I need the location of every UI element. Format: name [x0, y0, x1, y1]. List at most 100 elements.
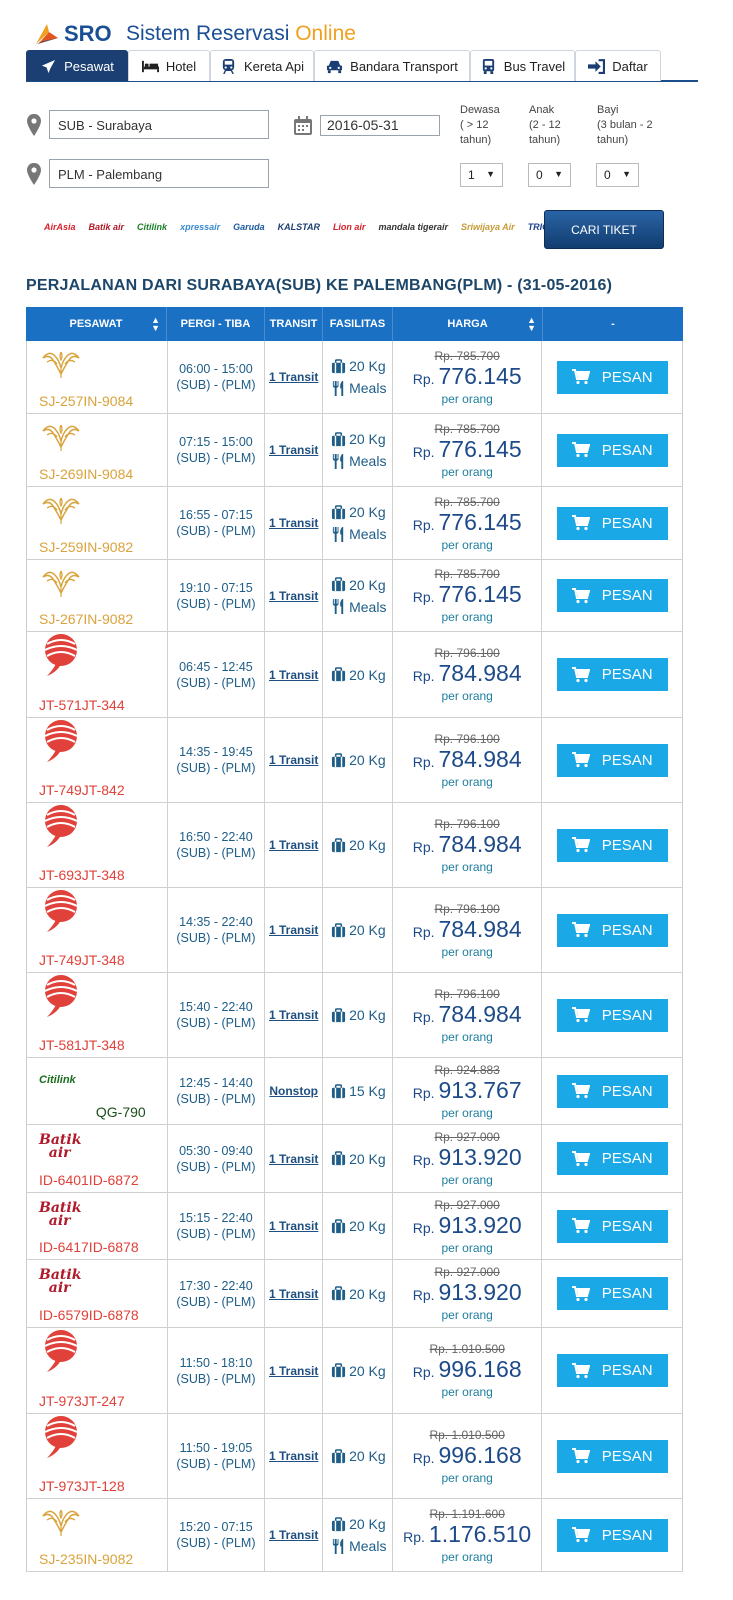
- transit-link[interactable]: 1 Transit: [269, 1363, 319, 1378]
- tab-bandara-transport[interactable]: Bandara Transport: [314, 50, 470, 81]
- chevron-down-icon: ▼: [554, 169, 563, 179]
- facilities-cell: 20 Kg: [323, 803, 393, 887]
- departure-arrival-time: 07:15 - 15:00: [179, 435, 253, 449]
- per-person-label: per orang: [441, 1029, 493, 1044]
- luggage-icon: [332, 358, 346, 373]
- price-cell: Rp. 796.100 Rp. 784.984 per orang: [393, 632, 543, 717]
- action-cell: PESAN: [542, 341, 682, 413]
- route-text: (SUB) - (PLM): [176, 1227, 256, 1241]
- discounted-price: Rp. 776.145: [412, 581, 522, 607]
- destination-input[interactable]: PLM - Palembang: [49, 159, 269, 188]
- airline-cell: JT-749JT-842: [27, 718, 168, 802]
- schedule-cell: 17:30 - 22:40 (SUB) - (PLM): [168, 1260, 266, 1327]
- airline-logo: AirAsia: [44, 222, 76, 232]
- tab-kereta-api[interactable]: Kereta Api: [210, 50, 314, 81]
- schedule-cell: 14:35 - 22:40 (SUB) - (PLM): [168, 888, 266, 972]
- luggage-icon: [332, 577, 346, 592]
- calendar-icon[interactable]: [293, 116, 313, 136]
- luggage-icon: [332, 1286, 346, 1301]
- pesan-button[interactable]: PESAN: [556, 1074, 668, 1108]
- flight-row: JT-749JT-348 14:35 - 22:40 (SUB) - (PLM) 1 …: [26, 888, 683, 973]
- transit-link[interactable]: 1 Transit: [269, 1528, 319, 1542]
- departure-arrival-time: 11:50 - 18:10: [179, 1355, 253, 1370]
- transit-link[interactable]: 1 Transit: [269, 370, 319, 384]
- transit-link[interactable]: 1 Transit: [269, 1449, 319, 1463]
- tab-hotel[interactable]: Hotel: [128, 50, 210, 81]
- pesan-button[interactable]: PESAN: [556, 1518, 668, 1552]
- action-cell: PESAN: [542, 560, 682, 631]
- adult-select[interactable]: 1 ▼: [460, 163, 503, 187]
- pesan-button[interactable]: PESAN: [556, 658, 668, 691]
- infant-select[interactable]: 0 ▼: [596, 163, 639, 187]
- flight-code: SJ-267IN-9082: [39, 611, 134, 627]
- facilities-cell: 20 Kg: [323, 718, 393, 802]
- pesan-button[interactable]: PESAN: [556, 1354, 668, 1387]
- schedule-cell: 16:55 - 07:15 (SUB) - (PLM): [168, 487, 266, 559]
- transit-link[interactable]: 1 Transit: [269, 588, 319, 603]
- lion-air-logo-icon: [44, 720, 78, 762]
- col-transit: TRANSIT: [265, 307, 323, 341]
- origin-input[interactable]: SUB - Surabaya: [49, 110, 269, 139]
- cutlery-icon: [332, 599, 344, 614]
- per-person-label: per orang: [441, 391, 493, 406]
- transit-link[interactable]: 1 Transit: [269, 1008, 319, 1022]
- transit-cell: 1 Transit: [265, 973, 324, 1057]
- pesan-button[interactable]: PESAN: [556, 506, 668, 540]
- luggage-icon: [332, 431, 346, 446]
- discounted-price: Rp. 784.984: [412, 915, 522, 942]
- tab-bus-travel[interactable]: Bus Travel: [470, 50, 575, 81]
- pesan-button[interactable]: PESAN: [556, 1439, 668, 1473]
- luggage-icon: [332, 504, 346, 519]
- facilities-cell: 20 Kg Meals: [323, 341, 393, 413]
- original-price: Rp. 785.700: [434, 567, 500, 581]
- transit-link[interactable]: 1 Transit: [269, 753, 319, 767]
- col-pesawat[interactable]: PESAWAT ▲ ▼: [26, 307, 167, 341]
- discounted-price: Rp. 784.984: [412, 660, 522, 686]
- transit-link[interactable]: 1 Transit: [269, 516, 319, 530]
- transit-link[interactable]: 1 Transit: [269, 923, 319, 937]
- baggage-info: 20 Kg: [331, 1283, 386, 1305]
- departure-arrival-time: 11:50 - 19:05: [179, 1441, 253, 1455]
- pesan-button[interactable]: PESAN: [556, 1277, 668, 1310]
- pesan-button[interactable]: PESAN: [556, 828, 668, 862]
- pesan-button[interactable]: PESAN: [556, 998, 668, 1032]
- service-tabs: Pesawat Hotel Kereta Api Bandara Transpo…: [26, 50, 698, 82]
- search-tickets-button[interactable]: CARI TIKET: [544, 210, 664, 249]
- transit-link[interactable]: 1 Transit: [269, 1151, 319, 1166]
- tab-daftar[interactable]: Daftar: [575, 50, 661, 81]
- schedule-cell: 15:20 - 07:15 (SUB) - (PLM): [168, 1499, 266, 1571]
- col-harga[interactable]: HARGA ▲ ▼: [393, 307, 543, 341]
- tab-pesawat[interactable]: Pesawat: [26, 50, 128, 81]
- transit-link[interactable]: 1 Transit: [269, 443, 319, 457]
- luggage-icon: [332, 1151, 346, 1166]
- transit-cell: 1 Transit: [265, 1125, 324, 1192]
- facilities-cell: 20 Kg: [323, 973, 393, 1057]
- pesan-button[interactable]: PESAN: [556, 360, 668, 394]
- departure-arrival-time: 15:15 - 22:40: [179, 1211, 253, 1225]
- transit-link[interactable]: 1 Transit: [269, 1286, 319, 1301]
- transit-link[interactable]: 1 Transit: [269, 1219, 319, 1233]
- transit-link[interactable]: Nonstop: [269, 1084, 319, 1098]
- transit-link[interactable]: 1 Transit: [269, 838, 319, 852]
- map-pin-icon: [27, 114, 41, 136]
- lion-air-logo-icon: [44, 805, 78, 847]
- lion-air-logo-icon: [44, 890, 78, 932]
- per-person-label: per orang: [441, 859, 493, 874]
- transit-link[interactable]: 1 Transit: [269, 667, 319, 682]
- transit-cell: 1 Transit: [265, 487, 324, 559]
- pesan-button[interactable]: PESAN: [556, 743, 668, 777]
- cart-icon: [571, 752, 590, 768]
- flight-code: SJ-235IN-9082: [39, 1551, 134, 1567]
- meals-info: Meals: [331, 450, 386, 472]
- departure-arrival-time: 06:45 - 12:45: [179, 659, 253, 674]
- child-select[interactable]: 0 ▼: [528, 163, 571, 187]
- departure-date-input[interactable]: 2016-05-31: [320, 115, 440, 136]
- pesan-button[interactable]: PESAN: [556, 1142, 668, 1175]
- pesan-button[interactable]: PESAN: [556, 1209, 668, 1243]
- action-cell: PESAN: [542, 1193, 682, 1259]
- pesan-button[interactable]: PESAN: [556, 913, 668, 947]
- route-text: (SUB) - (PLM): [176, 1371, 256, 1386]
- luggage-icon: [332, 1218, 346, 1233]
- pesan-button[interactable]: PESAN: [556, 433, 668, 467]
- pesan-button[interactable]: PESAN: [556, 579, 668, 612]
